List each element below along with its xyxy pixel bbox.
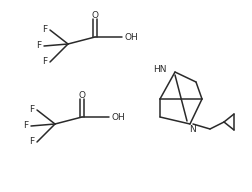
- Text: F: F: [23, 122, 28, 131]
- Text: F: F: [42, 57, 48, 66]
- Text: N: N: [190, 124, 196, 133]
- Text: OH: OH: [111, 113, 125, 122]
- Text: F: F: [37, 41, 42, 50]
- Text: F: F: [29, 105, 35, 114]
- Text: F: F: [42, 26, 48, 35]
- Text: O: O: [91, 11, 99, 20]
- Text: F: F: [29, 137, 35, 146]
- Text: O: O: [79, 90, 85, 99]
- Text: HN: HN: [153, 65, 167, 74]
- Text: OH: OH: [124, 32, 138, 41]
